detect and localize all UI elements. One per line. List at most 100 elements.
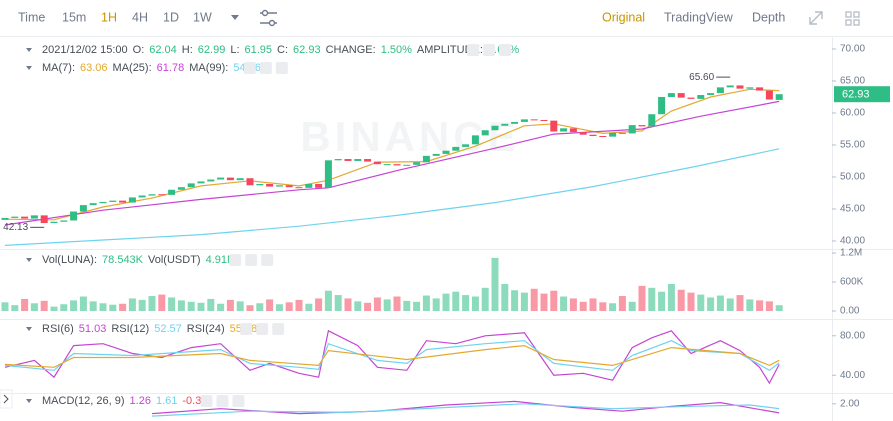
- y-tick-label: 0.00: [840, 306, 860, 317]
- legend-item: RSI(24): [187, 323, 225, 335]
- volume-bar: [658, 291, 666, 311]
- candle-body: [295, 187, 303, 189]
- interval-tab[interactable]: 1H: [101, 10, 117, 24]
- legend-item: 61.78: [157, 62, 185, 74]
- volume-bar: [765, 301, 773, 311]
- candle-body: [109, 200, 117, 202]
- header-caret: [26, 327, 32, 331]
- volume-bar: [677, 289, 685, 311]
- interval-tab[interactable]: 1D: [163, 10, 179, 24]
- view-tab[interactable]: TradingView: [664, 10, 734, 24]
- legend-button[interactable]: [256, 323, 269, 335]
- volume-bar: [618, 296, 626, 311]
- panel-candlestick: [1, 85, 783, 246]
- volume-bar: [21, 298, 29, 311]
- volume-bar: [432, 298, 440, 311]
- settings-icon[interactable]: [260, 9, 277, 27]
- y-tick-label: 600K: [840, 277, 864, 288]
- candle-body: [236, 178, 244, 181]
- candle-body: [217, 177, 225, 180]
- candle-body: [40, 215, 48, 224]
- expand-icon[interactable]: [809, 11, 823, 25]
- collapse-button[interactable]: [0, 389, 13, 409]
- candle-body: [315, 184, 323, 188]
- legend-button[interactable]: [216, 395, 229, 407]
- candle-body: [589, 134, 597, 136]
- legend-button[interactable]: [243, 62, 256, 74]
- legend-item: MACD(12, 26, 9): [42, 395, 125, 407]
- candle-body: [687, 97, 695, 99]
- volume-bar: [217, 303, 225, 311]
- interval-tab[interactable]: Time: [18, 10, 45, 24]
- volume-bar: [236, 301, 244, 311]
- volume-bar: [403, 300, 411, 311]
- candle-body: [305, 184, 313, 188]
- view-tab[interactable]: Original: [602, 10, 645, 24]
- volume-bar: [638, 285, 646, 311]
- legend-item: 51.03: [79, 323, 107, 335]
- legend-button[interactable]: [240, 323, 253, 335]
- volume-bar: [511, 290, 519, 311]
- view-tab[interactable]: Depth: [752, 10, 785, 24]
- legend-button[interactable]: [275, 62, 288, 74]
- legend-button[interactable]: [467, 44, 480, 56]
- layout-icon[interactable]: [845, 11, 860, 26]
- volume-bar: [138, 299, 146, 311]
- legend-item: RSI(12): [111, 323, 149, 335]
- volume-bar: [442, 293, 450, 311]
- volume-bar: [324, 290, 332, 311]
- candle-body: [21, 216, 29, 219]
- panel-line: [4, 329, 780, 385]
- legend-button[interactable]: [261, 254, 274, 266]
- legend-item: MA(7):: [42, 62, 75, 74]
- indicator-line: [4, 148, 780, 246]
- legend-button[interactable]: [483, 44, 496, 56]
- candle-body: [266, 184, 274, 187]
- legend-button[interactable]: [232, 395, 245, 407]
- volume-bar: [520, 292, 528, 311]
- indicator-line: [151, 403, 780, 417]
- candle-body: [765, 90, 773, 100]
- legend-button[interactable]: [259, 62, 272, 74]
- candle-body: [226, 177, 234, 181]
- candle-body: [432, 153, 440, 156]
- candle-body: [560, 128, 568, 132]
- candle-body: [618, 132, 626, 134]
- candle-body: [775, 94, 783, 100]
- legend-button[interactable]: [245, 254, 258, 266]
- legend-button[interactable]: [272, 323, 285, 335]
- candle-body: [677, 93, 685, 98]
- candle-body: [569, 128, 577, 133]
- interval-tab[interactable]: 15m: [62, 10, 86, 24]
- candle-body: [119, 200, 127, 203]
- interval-tab[interactable]: 4H: [132, 10, 148, 24]
- last-price-tag: [834, 86, 890, 103]
- interval-tab[interactable]: 1W: [193, 10, 212, 24]
- legend-item: 1.50%: [381, 44, 412, 56]
- volume-bar: [70, 300, 78, 311]
- legend-item: 1.61: [156, 395, 177, 407]
- candle-body: [187, 183, 195, 188]
- legend-item: L:: [230, 44, 239, 56]
- legend-item: CHANGE:: [326, 44, 376, 56]
- candle-body: [462, 144, 470, 147]
- candle-body: [70, 211, 78, 221]
- volume-bar: [246, 305, 254, 311]
- candle-body: [422, 155, 430, 163]
- volume-bar: [501, 283, 509, 311]
- annotation-label: 42.13: [3, 222, 28, 233]
- volume-bar: [746, 299, 754, 311]
- volume-bar: [628, 301, 636, 311]
- volume-bar: [334, 295, 342, 311]
- legend-button[interactable]: [499, 44, 512, 56]
- legend-button[interactable]: [229, 254, 242, 266]
- more-intervals[interactable]: [231, 15, 239, 20]
- legend-button[interactable]: [200, 395, 213, 407]
- legend-item: Vol(LUNA):: [42, 254, 97, 266]
- y-tick-label: 65.00: [840, 76, 865, 87]
- volume-bar: [177, 300, 185, 311]
- candle-body: [373, 161, 381, 165]
- candle-body: [79, 205, 87, 212]
- volume-bar: [128, 298, 136, 311]
